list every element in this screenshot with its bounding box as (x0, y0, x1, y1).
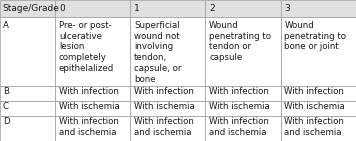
Bar (55, 17, 130, 86)
Text: With infection
and ischemia: With infection and ischemia (209, 117, 269, 137)
Text: With ischemia: With ischemia (59, 102, 120, 111)
Text: D: D (3, 117, 9, 126)
Text: Superficial
wound not
involving
tendon,
capsule, or
bone: Superficial wound not involving tendon, … (134, 21, 182, 83)
Bar (130, 0, 205, 17)
Bar (130, 101, 205, 116)
Bar (0, 116, 55, 141)
Text: 0: 0 (59, 4, 65, 13)
Text: With infection
and ischemia: With infection and ischemia (59, 117, 119, 137)
Bar (55, 101, 130, 116)
Text: Wound
penetrating to
bone or joint: Wound penetrating to bone or joint (284, 21, 346, 51)
Text: With ischemia: With ischemia (134, 102, 195, 111)
Text: 3: 3 (284, 4, 290, 13)
Text: With ischemia: With ischemia (284, 102, 345, 111)
Text: Stage/Grade: Stage/Grade (3, 4, 60, 13)
Bar (0, 86, 55, 101)
Text: With infection
and ischemia: With infection and ischemia (134, 117, 194, 137)
Text: With infection: With infection (284, 87, 344, 96)
Text: With ischemia: With ischemia (209, 102, 270, 111)
Bar (55, 0, 130, 17)
Bar (281, 116, 356, 141)
Bar (205, 101, 281, 116)
Text: With infection: With infection (209, 87, 269, 96)
Bar (55, 116, 130, 141)
Bar (205, 0, 281, 17)
Bar (205, 116, 281, 141)
Text: With infection: With infection (59, 87, 119, 96)
Text: 2: 2 (209, 4, 215, 13)
Text: Pre- or post-
ulcerative
lesion
completely
epithelalized: Pre- or post- ulcerative lesion complete… (59, 21, 114, 73)
Bar (281, 0, 356, 17)
Bar (55, 86, 130, 101)
Text: 1: 1 (134, 4, 140, 13)
Text: With infection
and ischemia: With infection and ischemia (284, 117, 344, 137)
Bar (0, 17, 55, 86)
Text: C: C (3, 102, 9, 111)
Bar (130, 116, 205, 141)
Bar (205, 86, 281, 101)
Bar (130, 86, 205, 101)
Text: B: B (3, 87, 9, 96)
Text: With infection: With infection (134, 87, 194, 96)
Bar (281, 101, 356, 116)
Bar (281, 86, 356, 101)
Text: A: A (3, 21, 9, 30)
Bar (281, 17, 356, 86)
Bar (0, 101, 55, 116)
Bar (130, 17, 205, 86)
Bar (205, 17, 281, 86)
Bar (0, 0, 55, 17)
Text: Wound
penetrating to
tendon or
capsule: Wound penetrating to tendon or capsule (209, 21, 271, 62)
